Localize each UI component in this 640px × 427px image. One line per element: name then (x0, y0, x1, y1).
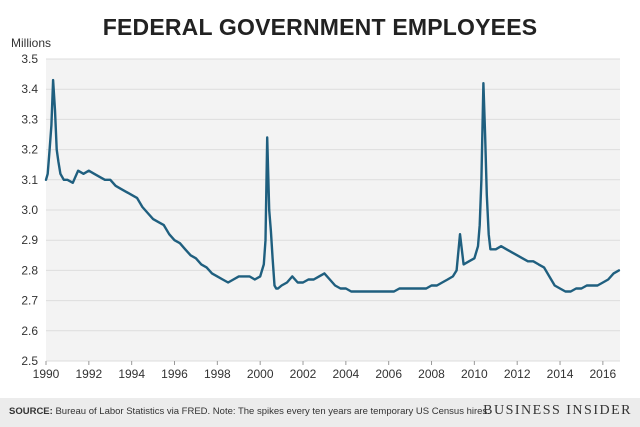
gridlines (46, 58, 620, 362)
series-group (44, 78, 621, 293)
x-tick-label: 1994 (118, 367, 145, 381)
x-tick-label: 2012 (504, 367, 531, 381)
y-tick-label: 3.2 (21, 143, 38, 157)
x-tick-label: 2004 (332, 367, 359, 381)
x-tick-label: 1990 (33, 367, 60, 381)
y-tick-label: 3.3 (21, 112, 38, 126)
y-tick-label: 2.8 (21, 263, 38, 277)
source-label: SOURCE: (9, 406, 53, 417)
source-note: SOURCE: Bureau of Labor Statistics via F… (9, 406, 490, 417)
chart-title: FEDERAL GOVERNMENT EMPLOYEES (102, 14, 538, 40)
y-tick-label: 3.5 (21, 52, 38, 66)
x-tick-label: 1996 (161, 367, 188, 381)
source-text: Bureau of Labor Statistics via FRED. Not… (55, 406, 490, 417)
series-line (44, 78, 621, 293)
y-tick-label: 3.4 (21, 82, 38, 96)
x-tick-label: 2008 (418, 367, 445, 381)
x-tick-label: 1992 (75, 367, 102, 381)
x-tick-label: 2006 (375, 367, 402, 381)
brand-logo: BUSINESS INSIDER (483, 403, 632, 418)
y-tick-label: 3.0 (21, 203, 38, 217)
x-tick-label: 2010 (461, 367, 488, 381)
y-tick-label: 3.1 (21, 173, 38, 187)
x-tick-label: 2000 (247, 367, 274, 381)
y-tick-label: 2.9 (21, 233, 38, 247)
y-axis-ticks: 2.5 2.6 2.7 2.8 2.9 3.0 3.1 3.2 3.3 3.4 3.5 (21, 52, 38, 368)
y-tick-label: 2.6 (21, 324, 38, 338)
x-tick-label: 2014 (547, 367, 574, 381)
line-chart: 2.52.62.72.82.93.03.13.23.33.43.5 1990 19… (21, 52, 621, 381)
x-tick-label: 2002 (290, 367, 317, 381)
x-axis-ticks: 1990 1992 1994 1996 1998 2000 2002 2004 2006 2008… (33, 361, 617, 381)
y-tick-label: 2.5 (21, 354, 38, 368)
y-tick-label: 2.7 (21, 294, 38, 308)
x-tick-label: 1998 (204, 367, 231, 381)
y-axis-label: Millions (11, 36, 52, 50)
x-tick-label: 2016 (590, 367, 617, 381)
footer-bar: SOURCE: Bureau of Labor Statistics via F… (0, 398, 640, 427)
